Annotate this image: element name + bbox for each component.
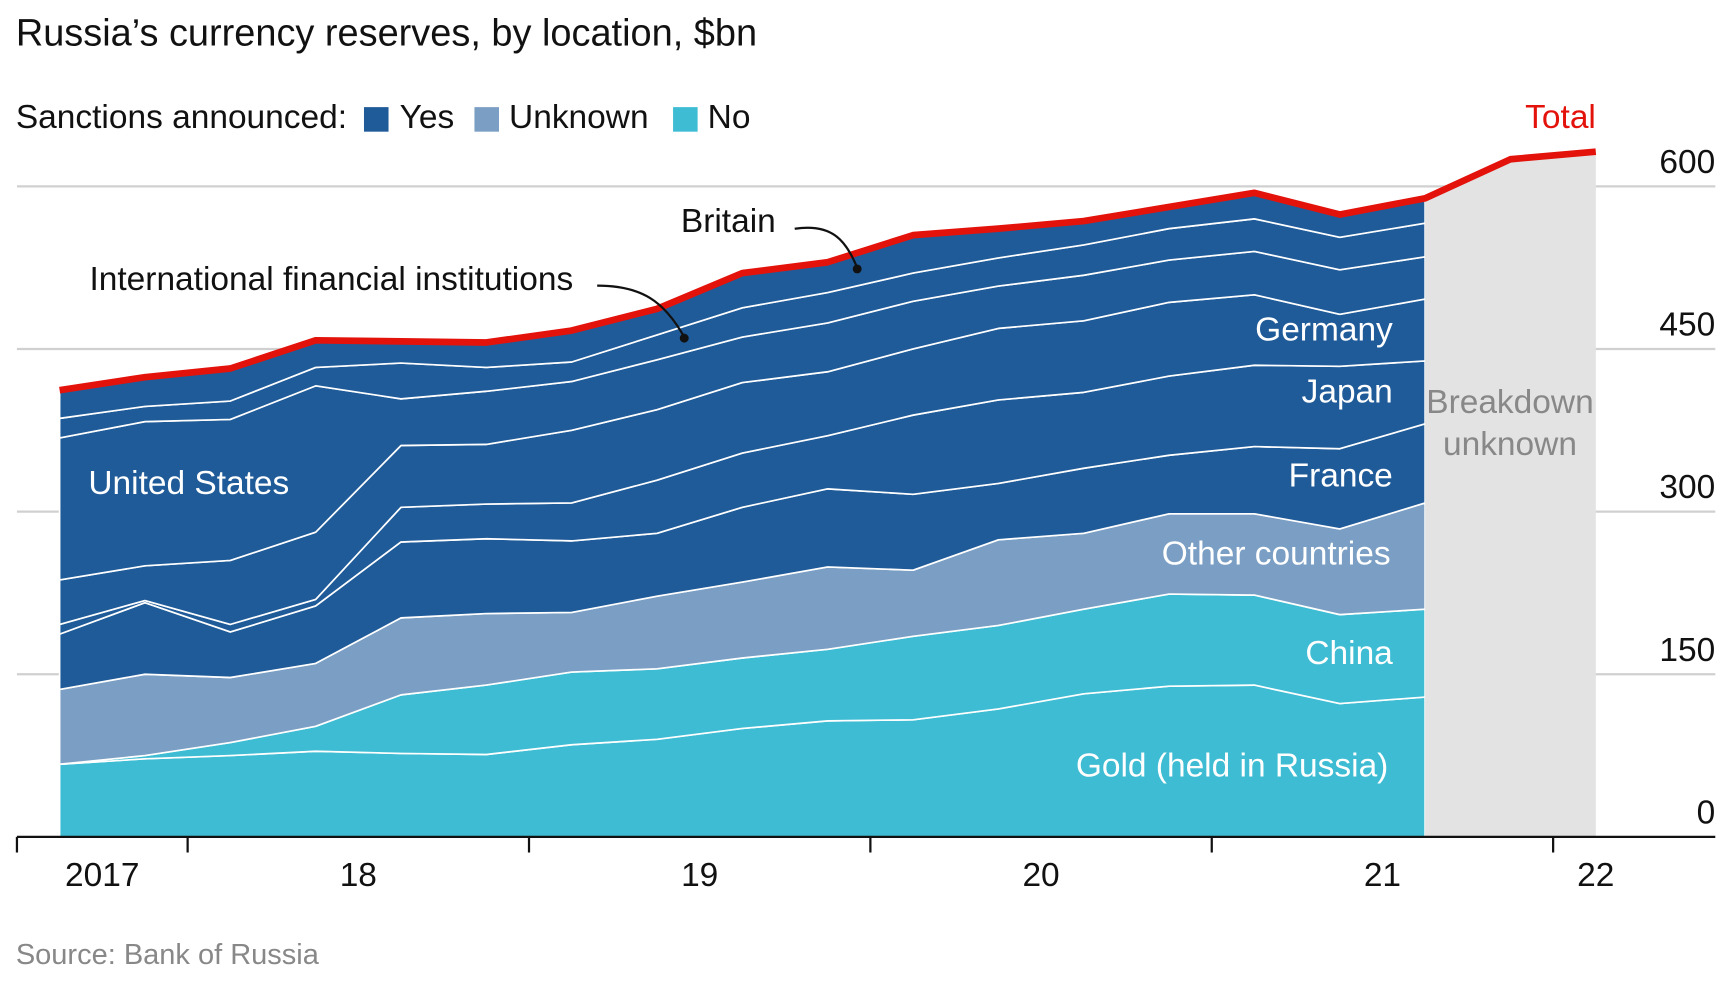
series-label: United States	[88, 465, 289, 502]
unknown-label: unknown	[1443, 426, 1577, 463]
y-tick-label: 150	[1659, 632, 1715, 669]
y-tick-label: 450	[1659, 307, 1715, 344]
legend-swatch	[474, 107, 499, 132]
series-label: Japan	[1302, 374, 1393, 411]
annotation-dot	[679, 333, 689, 343]
y-tick-label: 0	[1697, 794, 1716, 831]
x-tick-label: 22	[1577, 857, 1614, 894]
legend-title: Sanctions announced:	[16, 99, 347, 136]
series-label: Germany	[1255, 311, 1393, 348]
legend-swatch	[363, 107, 389, 132]
series-label: France	[1289, 457, 1393, 494]
unknown-label: Breakdown	[1426, 384, 1593, 421]
chart-title: Russia’s currency reserves, by location,…	[16, 13, 757, 55]
legend-label: Yes	[400, 99, 455, 136]
total-label: Total	[1525, 99, 1596, 136]
x-tick-label: 19	[681, 857, 718, 894]
x-tick-label: 18	[340, 857, 377, 894]
legend-label: Unknown	[509, 99, 649, 136]
x-tick-label: 2017	[65, 857, 139, 894]
series-label: China	[1305, 635, 1393, 672]
x-tick-label: 20	[1022, 857, 1059, 894]
x-tick-label: 21	[1364, 857, 1401, 894]
series-label: International financial institutions	[89, 261, 573, 298]
y-tick-label: 600	[1659, 144, 1715, 181]
y-tick-label: 300	[1659, 469, 1715, 506]
annotation-dot	[852, 264, 862, 274]
legend-swatch	[673, 107, 698, 132]
series-label: Britain	[681, 203, 776, 240]
annotation-line	[597, 284, 686, 338]
legend-label: No	[708, 99, 751, 136]
series-label: Other countries	[1162, 536, 1391, 573]
unknown-area	[1425, 151, 1596, 837]
source: Source: Bank of Russia	[16, 939, 320, 971]
series-label: Gold (held in Russia)	[1076, 748, 1389, 785]
total-line	[59, 148, 1597, 394]
annotation-line	[794, 226, 859, 269]
